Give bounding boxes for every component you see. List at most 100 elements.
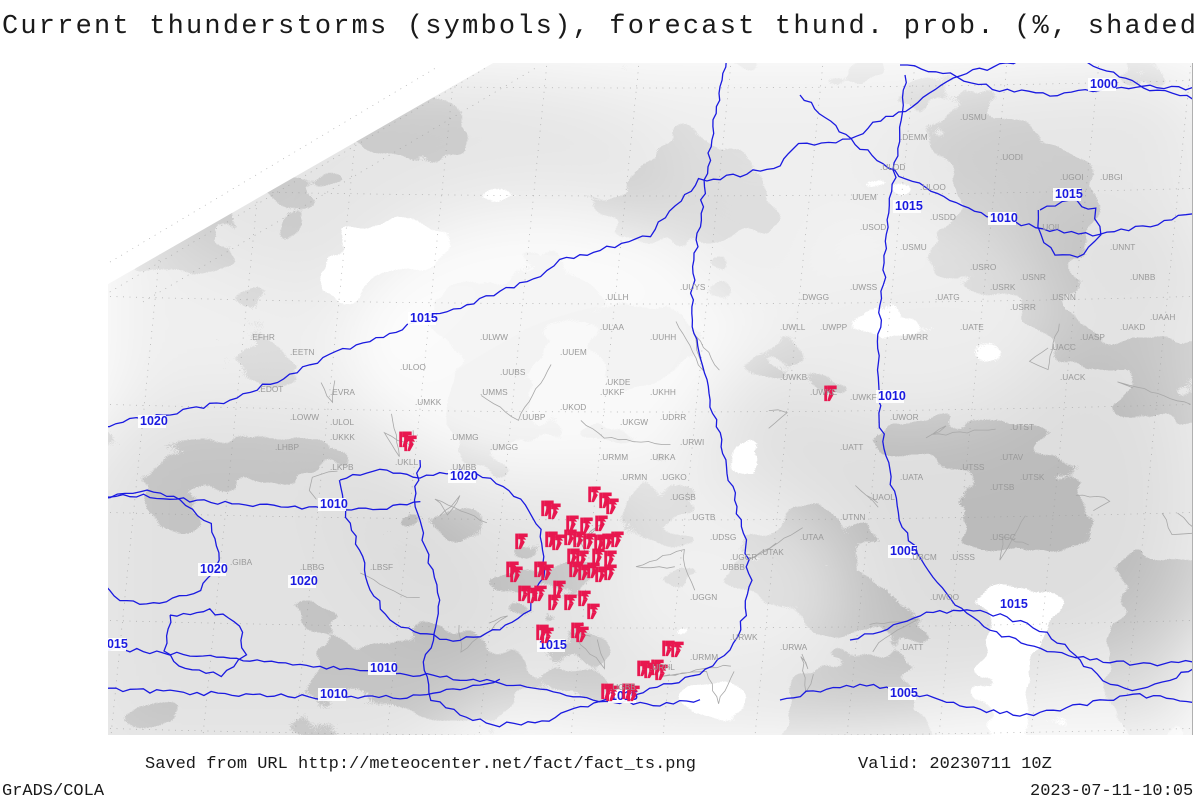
svg-text:.URMM: .URMM [690,652,718,662]
svg-text:.ULOD: .ULOD [880,162,905,172]
svg-text:.UTSS: .UTSS [960,462,985,472]
svg-text:.USMU: .USMU [960,112,987,122]
svg-text:.UACK: .UACK [1060,372,1086,382]
svg-text:.UTAV: .UTAV [1000,452,1024,462]
svg-text:.UASP: .UASP [1080,332,1105,342]
svg-text:.UATT: .UATT [840,442,863,452]
svg-text:1015: 1015 [1000,597,1028,611]
svg-text:.USNR: .USNR [1020,272,1046,282]
svg-text:.USMU: .USMU [900,242,927,252]
svg-text:.ULLH: .ULLH [605,292,629,302]
svg-text:.ULOO: .ULOO [400,362,426,372]
svg-text:.URWI: .URWI [680,437,704,447]
svg-text:.UAKD: .UAKD [1120,322,1145,332]
svg-text:.USDD: .USDD [930,212,956,222]
svg-text:.UATE: .UATE [960,322,984,332]
svg-text:.UGSB: .UGSB [670,492,696,502]
svg-text:1015: 1015 [108,637,128,651]
svg-text:.UUYS: .UUYS [680,282,706,292]
svg-text:.UMMG: .UMMG [450,432,479,442]
svg-text:.UUBP: .UUBP [520,412,546,422]
svg-text:.UTNN: .UTNN [840,512,865,522]
svg-text:.UUEM: .UUEM [850,192,877,202]
svg-text:1020: 1020 [200,562,228,576]
svg-text:1015: 1015 [410,311,438,325]
svg-text:.URWK: .URWK [730,632,758,642]
svg-text:.EDOT: .EDOT [258,384,283,394]
svg-text:.EVRA: .EVRA [330,387,355,397]
svg-text:.USRO: .USRO [970,262,997,272]
svg-text:1010: 1010 [878,389,906,403]
svg-text:.UMKK: .UMKK [415,397,442,407]
svg-text:.UTSK: .UTSK [1020,472,1045,482]
svg-text:.URKA: .URKA [650,452,676,462]
svg-text:.URHL: .URHL [650,662,675,672]
svg-text:.UAAH: .UAAH [1150,312,1175,322]
svg-text:.ULWW: .ULWW [480,332,508,342]
svg-text:.UDRR: .UDRR [660,412,686,422]
svg-text:.UKKK: .UKKK [330,432,355,442]
svg-text:.UWKF: .UWKF [850,392,877,402]
svg-text:.UUBS: .UUBS [500,367,526,377]
svg-text:.URMN: .URMN [620,472,647,482]
svg-text:.UMGG: .UMGG [490,442,518,452]
svg-text:1020: 1020 [290,574,318,588]
svg-text:.UWSS: .UWSS [850,282,878,292]
svg-text:.UNBB: .UNBB [1130,272,1156,282]
svg-text:.UDSG: .UDSG [710,532,736,542]
svg-text:.UBBB: .UBBB [720,562,745,572]
svg-text:.UGOI: .UGOI [1060,172,1084,182]
svg-text:.UGGN: .UGGN [690,592,717,602]
svg-text:.USCC: .USCC [990,532,1016,542]
svg-text:.UODI: .UODI [1000,152,1023,162]
svg-text:.UGGR: .UGGR [730,552,757,562]
svg-text:.UWRR: .UWRR [900,332,928,342]
svg-text:.UKHH: .UKHH [650,387,676,397]
svg-text:.LBSF: .LBSF [370,562,393,572]
svg-text:.UUHH: .UUHH [650,332,676,342]
svg-text:.GIBA: .GIBA [230,557,253,567]
svg-text:.ULOO: .ULOO [920,182,946,192]
svg-text:.UKLL: .UKLL [395,457,418,467]
svg-text:.UKDE: .UKDE [605,377,631,387]
svg-text:.LHBP: .LHBP [275,442,299,452]
svg-text:.USNN: .USNN [1050,292,1076,302]
svg-text:.UWPP: .UWPP [820,322,848,332]
svg-text:.LBBG: .LBBG [300,562,324,572]
svg-text:1015: 1015 [1055,187,1083,201]
svg-text:.UAOL: .UAOL [870,492,895,502]
svg-text:.UACC: .UACC [1050,342,1076,352]
svg-text:.UOII: .UOII [1040,222,1059,232]
svg-text:.USSS: .USSS [950,552,975,562]
svg-text:.UTAK: .UTAK [760,547,784,557]
svg-text:.UWLL: .UWLL [780,322,806,332]
svg-text:.UGBB: .UGBB [610,682,636,692]
svg-text:.URWA: .URWA [780,642,808,652]
svg-text:.USRK: .USRK [990,282,1016,292]
svg-text:.EFHR: .EFHR [250,332,275,342]
svg-text:.UBGI: .UBGI [1100,172,1123,182]
svg-text:.UKGW: .UKGW [620,417,648,427]
svg-text:.ULOL: .ULOL [330,417,354,427]
svg-text:.UTST: .UTST [1010,422,1034,432]
svg-text:.UGKO: .UGKO [660,472,687,482]
svg-text:.UATT: .UATT [900,642,923,652]
svg-text:.UNNT: .UNNT [1110,242,1135,252]
svg-text:.USRR: .USRR [1010,302,1036,312]
svg-text:1010: 1010 [320,687,348,701]
svg-text:.UWOR: .UWOR [890,412,919,422]
svg-text:1010: 1010 [320,497,348,511]
svg-text:1010: 1010 [990,211,1018,225]
svg-text:.UWKB: .UWKB [780,372,808,382]
svg-text:1010: 1010 [370,661,398,675]
svg-text:.UMBB: .UMBB [450,462,477,472]
svg-text:.UKKF: .UKKF [600,387,624,397]
svg-text:.LKPB: .LKPB [330,462,354,472]
svg-text:.UGTB: .UGTB [690,512,716,522]
svg-text:.URMM: .URMM [600,452,628,462]
svg-text:.DEMM: .DEMM [900,132,928,142]
svg-text:.EETN: .EETN [290,347,314,357]
svg-text:.USOD: .USOD [860,222,886,232]
svg-text:.UBCM: .UBCM [910,552,937,562]
svg-text:1005: 1005 [890,686,918,700]
